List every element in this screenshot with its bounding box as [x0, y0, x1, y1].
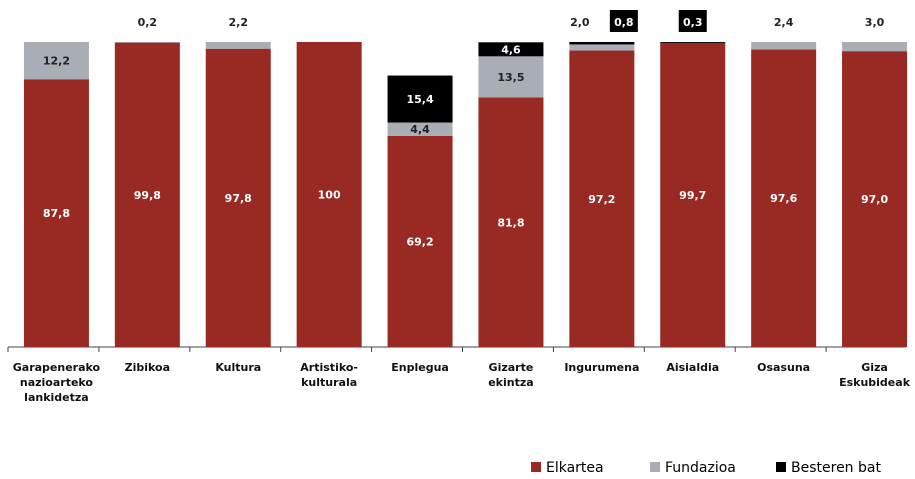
data-label: 0,2 [138, 16, 158, 29]
data-label: 81,8 [497, 216, 524, 229]
data-label: 97,2 [588, 193, 615, 206]
legend-label: Elkartea [546, 460, 604, 476]
bar-segment [114, 42, 180, 43]
bar-segment [751, 49, 817, 347]
bar-segment [660, 42, 726, 347]
bar-segment [842, 42, 908, 52]
bar-segment [569, 50, 635, 347]
x-tick-label: Giza Eskubideak [839, 361, 911, 389]
data-label: 0,8 [614, 16, 634, 29]
bar-segment [478, 97, 544, 347]
label-box [678, 10, 707, 32]
data-label: 2,4 [774, 16, 794, 29]
label-box [609, 10, 638, 32]
data-label: 2,0 [570, 16, 590, 29]
data-label: 3,0 [865, 16, 885, 29]
bar-segment [23, 79, 89, 348]
data-label: 69,2 [406, 235, 433, 248]
x-tick-label: Garapenerako nazioarteko lankidetza [12, 361, 101, 404]
x-tick-label: Osasuna [757, 361, 811, 374]
bar-segment [842, 51, 908, 348]
data-label: 13,5 [497, 71, 524, 84]
bar-segment [205, 42, 271, 49]
x-tick-label: Artistiko- kulturala [300, 361, 358, 389]
data-label: 99,7 [679, 189, 706, 202]
data-label: 100 [318, 189, 341, 202]
x-tick-label: Ingurumena [564, 361, 640, 374]
bar-segment [751, 42, 817, 50]
x-tick-label: Gizarte ekintza [488, 361, 534, 389]
data-label: 99,8 [134, 189, 161, 202]
data-label: 2,2 [229, 16, 249, 29]
bar-segment [569, 42, 635, 45]
data-label: 4,4 [410, 123, 430, 136]
bar-segment [114, 42, 180, 348]
bar-segment [23, 42, 89, 80]
x-tick-label: Enplegua [391, 361, 449, 374]
data-label: 15,4 [406, 93, 433, 106]
legend-swatch [531, 462, 541, 472]
legend-swatch [776, 462, 786, 472]
data-label: 0,3 [683, 16, 703, 29]
bar-segment [387, 75, 453, 123]
bar-segment [296, 42, 362, 347]
data-label: 97,6 [770, 192, 797, 205]
bar-segment [387, 135, 453, 347]
bar-segment [478, 56, 544, 98]
bar-segment [387, 122, 453, 136]
legend-swatch [650, 462, 660, 472]
data-label: 12,2 [43, 55, 70, 68]
bar-segment [569, 44, 635, 51]
x-tick-label: Kultura [215, 361, 262, 374]
data-label: 4,6 [501, 43, 521, 56]
x-tick-label: Aisialdia [666, 361, 720, 374]
data-label: 97,0 [861, 193, 888, 206]
bar-segment [478, 42, 544, 57]
legend-label: Besteren bat [791, 460, 881, 476]
bar-segment [660, 42, 726, 43]
legend-label: Fundazioa [665, 460, 736, 476]
data-label: 97,8 [225, 192, 252, 205]
data-label: 87,8 [43, 207, 70, 220]
x-tick-label: Zibikoa [124, 361, 171, 374]
bar-segment [205, 48, 271, 348]
